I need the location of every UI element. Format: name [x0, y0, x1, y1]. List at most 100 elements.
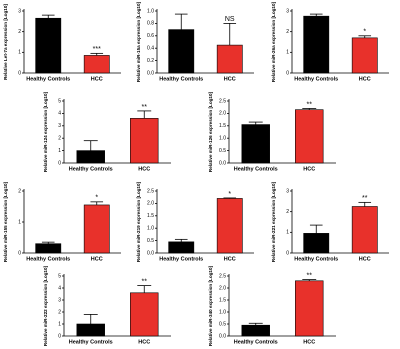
- bar: [35, 17, 62, 74]
- significance-label: NS: [225, 16, 235, 23]
- y-tick-label: 0: [18, 250, 21, 256]
- y-axis-label: Relative miR-124 expression [Log10]: [43, 91, 48, 172]
- significance-label: **: [307, 272, 313, 279]
- bar: [83, 55, 110, 74]
- bar: [295, 280, 324, 337]
- x-tick-label: HCC: [91, 256, 103, 262]
- y-tick-label: 4: [58, 111, 61, 117]
- y-tick-label: 3: [286, 188, 289, 194]
- y-tick-label: 1: [58, 148, 61, 154]
- bar: [216, 44, 243, 74]
- x-tick-label: HCC: [359, 256, 371, 262]
- significance-label: *: [228, 191, 231, 198]
- x-tick-label: HCC: [138, 166, 150, 172]
- significance-label: *: [95, 195, 98, 202]
- y-tick-label: 1.5: [219, 123, 226, 129]
- x-tick-label: HCC: [91, 76, 103, 82]
- x-tick-label: Healthy Controls: [159, 256, 203, 262]
- x-tick-label: Healthy Controls: [69, 166, 113, 172]
- panel: Relative miR-126 expression [Log10] 0.0 0.…: [208, 91, 336, 172]
- panel: Relative miR-155 expression [Log10] 0 1 2 He…: [3, 181, 121, 262]
- y-tick-label: 1.5: [147, 213, 154, 219]
- y-tick-label: 1: [18, 219, 21, 225]
- y-tick-label: 0.0: [219, 333, 226, 339]
- y-tick-label: 0.8: [147, 21, 154, 27]
- y-tick-label: 0.5: [219, 321, 226, 327]
- panel: Relative miR-219 expression [Log10] 0.0 0.…: [136, 181, 254, 262]
- y-tick-label: 5: [58, 273, 61, 279]
- significance-label: *: [363, 29, 366, 36]
- significance-label: **: [307, 101, 313, 108]
- y-tick-label: 1: [58, 321, 61, 327]
- y-tick-label: 1.5: [219, 297, 226, 303]
- bar: [241, 124, 270, 164]
- y-axis-label: Relative miR-340 expression [Log10]: [208, 265, 213, 346]
- bar: [168, 241, 195, 254]
- y-tick-label: 2.0: [147, 201, 154, 207]
- y-tick-label: 0: [286, 70, 289, 76]
- bar: [351, 206, 378, 254]
- panel: Relative miR-124 expression [Log10] 0 1 2 3 4…: [43, 91, 171, 172]
- y-tick-label: 1: [18, 50, 21, 56]
- y-tick-label: 2: [18, 188, 21, 194]
- bar: [83, 204, 110, 254]
- bar: [76, 150, 105, 164]
- x-tick-label: HCC: [224, 256, 236, 262]
- significance-label: **: [142, 278, 148, 285]
- x-tick-label: Healthy Controls: [294, 256, 338, 262]
- bar: [303, 233, 330, 254]
- y-tick-label: 0.4: [147, 46, 154, 52]
- y-tick-label: 0: [58, 333, 61, 339]
- y-tick-label: 0.5: [219, 148, 226, 154]
- y-tick-label: 4: [58, 285, 61, 291]
- y-tick-label: 2: [286, 29, 289, 35]
- x-tick-label: Healthy Controls: [26, 256, 70, 262]
- y-tick-label: 1.0: [219, 136, 226, 142]
- y-axis-label: Relative miR-126 expression [Log10]: [208, 91, 213, 172]
- x-tick-label: HCC: [303, 166, 315, 172]
- y-tick-label: 5: [58, 98, 61, 104]
- y-tick-label: 2: [286, 209, 289, 215]
- bar: [130, 118, 159, 164]
- y-tick-label: 0.5: [147, 238, 154, 244]
- y-tick-label: 2.0: [219, 111, 226, 117]
- y-axis-label: Relative miR-221 expression [Log10]: [271, 181, 276, 262]
- bar: [168, 29, 195, 74]
- y-tick-label: 2: [58, 136, 61, 142]
- bar: [76, 323, 105, 337]
- x-tick-label: Healthy Controls: [234, 339, 278, 345]
- y-tick-label: 0.0: [219, 160, 226, 166]
- y-axis-label: Relative Let-7a expression [Log10]: [3, 4, 8, 80]
- y-tick-label: 0: [58, 160, 61, 166]
- y-tick-label: 1.0: [147, 226, 154, 232]
- y-axis-label: Relative miR-222 expression [Log10]: [43, 265, 48, 346]
- x-tick-label: HCC: [303, 339, 315, 345]
- y-axis-label: Relative miR-155 expression [Log10]: [3, 181, 8, 262]
- y-tick-label: 1: [286, 230, 289, 236]
- y-tick-label: 2.0: [219, 285, 226, 291]
- panel: Relative miR-15a expression [Log10] 0.0 0.…: [136, 1, 254, 82]
- y-axis-label: Relative miR-26a expression [Log10]: [271, 1, 276, 82]
- y-tick-label: 1: [286, 50, 289, 56]
- x-tick-label: Healthy Controls: [26, 76, 70, 82]
- x-tick-label: Healthy Controls: [234, 166, 278, 172]
- bar: [35, 243, 62, 254]
- y-tick-label: 2: [18, 29, 21, 35]
- y-tick-label: 1.0: [219, 309, 226, 315]
- y-tick-label: 3: [18, 8, 21, 14]
- y-tick-label: 1.0: [147, 8, 154, 14]
- significance-label: **: [362, 195, 368, 202]
- y-tick-label: 3: [286, 8, 289, 14]
- panel: Relative Let-7a expression [Log10] 0 1 2 3 He…: [3, 4, 121, 82]
- bar: [295, 109, 324, 164]
- x-tick-label: HCC: [359, 76, 371, 82]
- y-axis-label: Relative miR-15a expression [Log10]: [136, 1, 141, 82]
- y-tick-label: 0.0: [147, 70, 154, 76]
- y-tick-label: 2.5: [219, 98, 226, 104]
- y-tick-label: 2: [58, 309, 61, 315]
- x-tick-label: HCC: [224, 76, 236, 82]
- panel: Relative miR-221 expression [Log10] 0 1 2 3 H…: [271, 181, 389, 262]
- y-axis-label: Relative miR-219 expression [Log10]: [136, 181, 141, 262]
- significance-label: ***: [93, 46, 101, 53]
